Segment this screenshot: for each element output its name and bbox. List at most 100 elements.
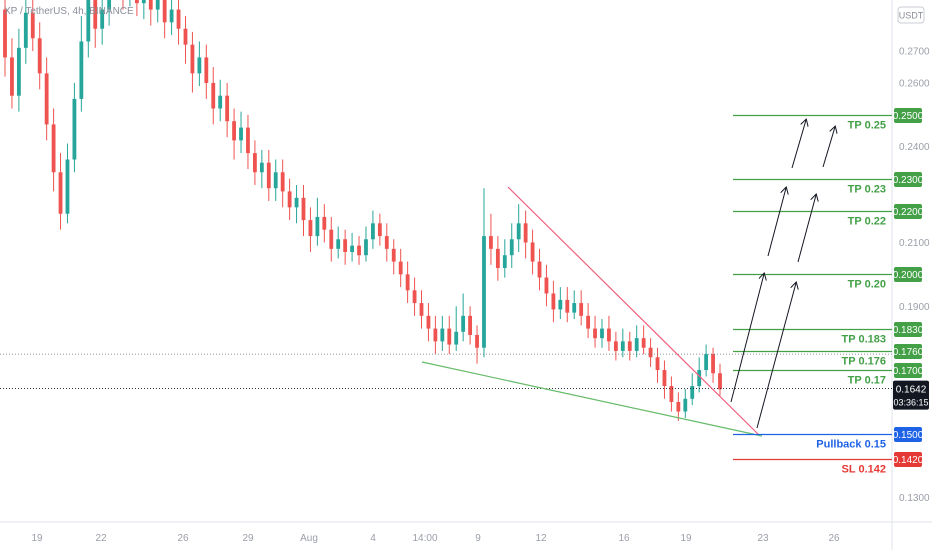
candle (197, 41, 202, 87)
candle (669, 376, 674, 412)
candle-body (44, 73, 49, 125)
x-tick-label: 14:00 (412, 533, 437, 544)
candle-body (65, 159, 70, 214)
candle (662, 360, 667, 399)
candle (280, 159, 285, 208)
candle (433, 315, 438, 355)
candle (440, 315, 445, 351)
candle-body (565, 299, 570, 313)
level-price-tag (894, 427, 922, 442)
level-target: TP 0.23 0.2300 (733, 172, 924, 196)
candle (558, 287, 563, 320)
candle-body (516, 223, 521, 240)
candle (204, 44, 209, 99)
candle (232, 108, 236, 160)
candle-body (141, 0, 146, 4)
level-label: SL 0.142 (842, 464, 886, 476)
candle-body (218, 95, 223, 109)
candle (301, 185, 306, 237)
candle (23, 0, 28, 64)
x-tick-label: 12 (535, 533, 547, 544)
candle-body (72, 98, 77, 160)
candle-body (718, 373, 722, 390)
level-price-tag (894, 363, 922, 378)
candle-body (259, 162, 264, 173)
currency-badge[interactable]: USDT (897, 6, 925, 24)
price-axis[interactable]: 0.2700 0.2600 0.2400 0.2100 0.1900 0.1300 (899, 47, 930, 505)
candle (690, 373, 695, 406)
symbol-header: XP / TetherUS, 4h, BINANCE (4, 6, 134, 17)
candle (100, 0, 105, 45)
x-tick-label: 22 (95, 533, 107, 544)
resistance-trendline (507, 186, 761, 437)
candle (607, 315, 611, 351)
candle-body (23, 12, 28, 48)
candle (239, 111, 243, 154)
level-target: TP 0.25 0.2500 (733, 108, 924, 132)
candle-body (308, 220, 313, 237)
candle (3, 0, 7, 77)
candle (482, 188, 486, 358)
candle (252, 140, 257, 186)
level-price-tag-text: 0.2200 (893, 207, 924, 218)
candle-body (169, 9, 174, 23)
candle-body (412, 290, 417, 304)
y-tick-label: 0.2400 (899, 142, 930, 153)
candle (294, 185, 299, 224)
candle (122, 0, 124, 10)
candle-body (79, 41, 84, 99)
candle (176, 0, 181, 45)
trendlines (0, 186, 892, 437)
candle (30, 0, 35, 52)
candle-body (502, 255, 507, 268)
candle-body (155, 0, 160, 10)
x-tick-label: 9 (475, 533, 481, 544)
candle-body (197, 57, 202, 74)
candle (600, 319, 604, 348)
candle (586, 303, 591, 339)
candle (530, 229, 535, 275)
candle (65, 143, 70, 224)
candle (655, 347, 660, 383)
projection-arrow (767, 188, 786, 257)
candle-body (315, 216, 320, 237)
candle-body (600, 328, 604, 339)
candle-body (634, 338, 639, 351)
level-price-tag (894, 172, 922, 187)
x-tick-label: 29 (242, 533, 254, 544)
candle (579, 290, 584, 326)
candle-body (482, 236, 486, 348)
time-axis[interactable]: 19 22 26 29 Aug 4 14:00 9 12 16 19 23 26 (31, 533, 840, 544)
candle-body (287, 191, 292, 208)
candle-body (239, 127, 243, 141)
candle-body (148, 0, 153, 10)
candle-body (475, 334, 479, 348)
candle-body (280, 172, 285, 192)
candle-body (461, 315, 466, 332)
current-price-marker: 0.1642 03:36:15 (893, 380, 929, 410)
candle-body (405, 274, 410, 291)
candle (461, 293, 466, 342)
candle (51, 108, 56, 192)
candle-body (495, 248, 500, 268)
candle-body (523, 223, 528, 243)
candle-body (162, 0, 167, 23)
candle-body (662, 370, 667, 387)
x-tick-label: 19 (680, 533, 692, 544)
candle (134, 0, 139, 16)
candle-body (225, 95, 230, 122)
candle-body (440, 328, 445, 342)
level-label: Pullback 0.15 (816, 439, 886, 451)
candle (357, 236, 361, 265)
candle (627, 331, 632, 361)
candle-body (371, 223, 375, 240)
candle (266, 149, 271, 201)
candle-body (266, 162, 271, 189)
level-target: TP 0.17 0.1700 (733, 363, 924, 387)
candle-body (183, 28, 188, 45)
candle-body (593, 328, 597, 339)
candle-body (579, 303, 584, 316)
candle-body (613, 341, 618, 351)
candle (419, 290, 424, 329)
